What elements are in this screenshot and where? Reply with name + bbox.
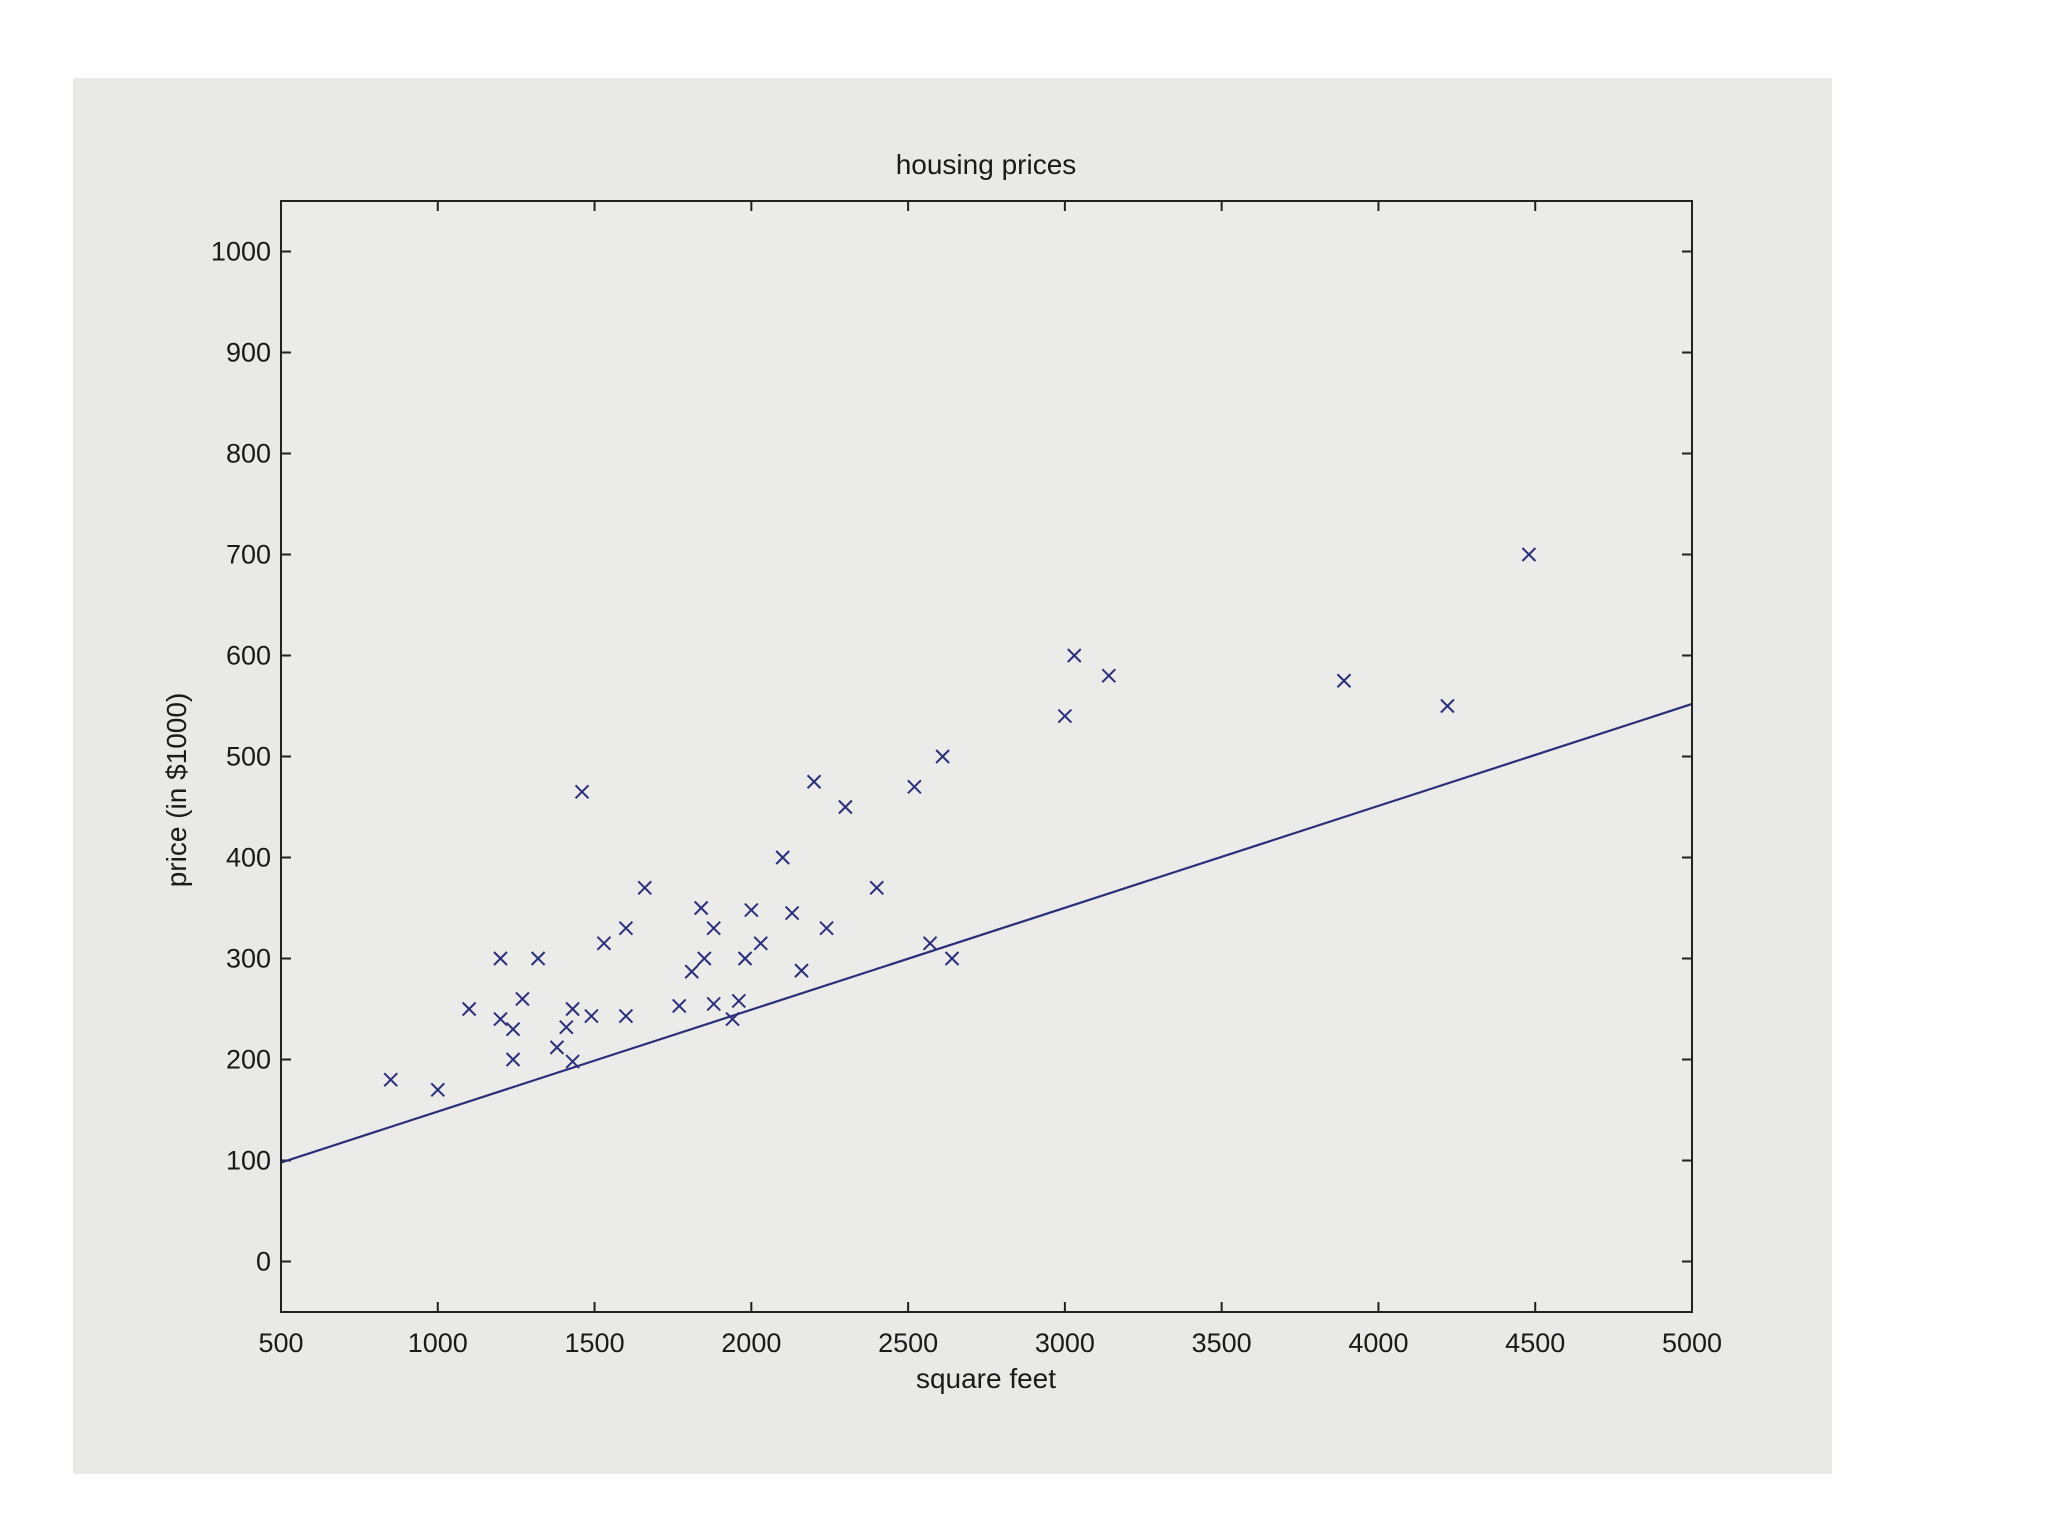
data-point [574,784,590,800]
data-point [731,993,746,1009]
y-axis-title: price (in $1000) [161,693,192,888]
chart-title: housing prices [896,149,1077,180]
data-point [637,880,652,896]
y-tick-label: 600 [226,641,271,671]
data-point [565,1054,580,1069]
data-point [565,1001,580,1017]
data-point [1101,668,1116,683]
x-tick-label: 4000 [1348,1328,1408,1358]
data-point [549,1040,565,1055]
data-point [505,1021,521,1037]
data-point [559,1019,574,1035]
y-tick-label: 700 [226,540,271,570]
y-tick-label: 1000 [211,237,271,267]
data-point [838,799,853,815]
x-tick-labels: 500 1000 1500 2000 2500 3000 3500 4000 4500 5000 [258,1328,1722,1358]
y-tick-label: 900 [226,338,271,368]
x-tick-label: 2000 [721,1328,781,1358]
axes-frame [280,200,1693,1313]
data-point [493,1011,508,1027]
data-point [383,1072,398,1087]
y-tick-label: 500 [226,742,271,772]
data-point [1336,673,1352,688]
data-point [1440,698,1455,714]
data-point [697,951,712,966]
data-point [430,1082,445,1098]
data-point [922,936,938,951]
data-point [784,905,800,921]
data-point [706,920,721,936]
data-point [515,991,530,1007]
x-tick-label: 3000 [1035,1328,1095,1358]
x-tick-label: 3500 [1192,1328,1252,1358]
data-point [775,850,790,865]
data-point [493,951,508,966]
data-point [618,920,634,936]
data-point [684,964,699,979]
data-point [672,998,687,1014]
y-tick-label: 200 [226,1045,271,1075]
fit-line-group [280,702,1693,1164]
x-tick-label: 4500 [1505,1328,1565,1358]
data-point [461,1001,477,1017]
axes-background [281,201,1692,1312]
data-point [869,880,884,896]
data-point [505,1052,521,1067]
housing-price-chart: 500 1000 1500 2000 2500 3000 3500 4000 4500 5000 … [161,149,1722,1394]
data-point [907,779,922,795]
data-point [1521,547,1537,562]
y-tick-label: 100 [226,1146,271,1176]
data-point [753,936,768,951]
data-point [1067,648,1082,663]
data-point [693,900,709,916]
x-tick-label: 2500 [878,1328,938,1358]
x-tick-label: 1000 [408,1328,468,1358]
data-point [744,902,759,918]
data-point [530,951,546,966]
y-tick-label: 800 [226,439,271,469]
data-point [794,963,809,978]
data-points [383,547,1537,1098]
y-tick-label: 0 [256,1247,271,1277]
data-point [618,1008,634,1024]
y-tick-label: 300 [226,944,271,974]
data-point [725,1011,740,1027]
data-point [584,1008,599,1024]
data-point [596,936,612,951]
figure-panel: 500 1000 1500 2000 2500 3000 3500 4000 4500 5000 … [73,78,1832,1474]
data-point [819,920,834,936]
data-point [706,996,721,1012]
data-point [935,749,950,764]
fit-line [280,702,1693,1164]
x-tick-label: 1500 [565,1328,625,1358]
data-point [944,951,960,966]
data-point [1057,708,1073,724]
x-tick-label: 500 [258,1328,303,1358]
y-tick-label: 400 [226,843,271,873]
data-point [737,951,753,966]
y-tick-labels: 0 100 200 300 400 500 600 700 800 900 1000 [211,237,271,1277]
data-point [806,774,822,789]
x-axis-title: square feet [916,1363,1056,1394]
x-tick-label: 5000 [1662,1328,1722,1358]
